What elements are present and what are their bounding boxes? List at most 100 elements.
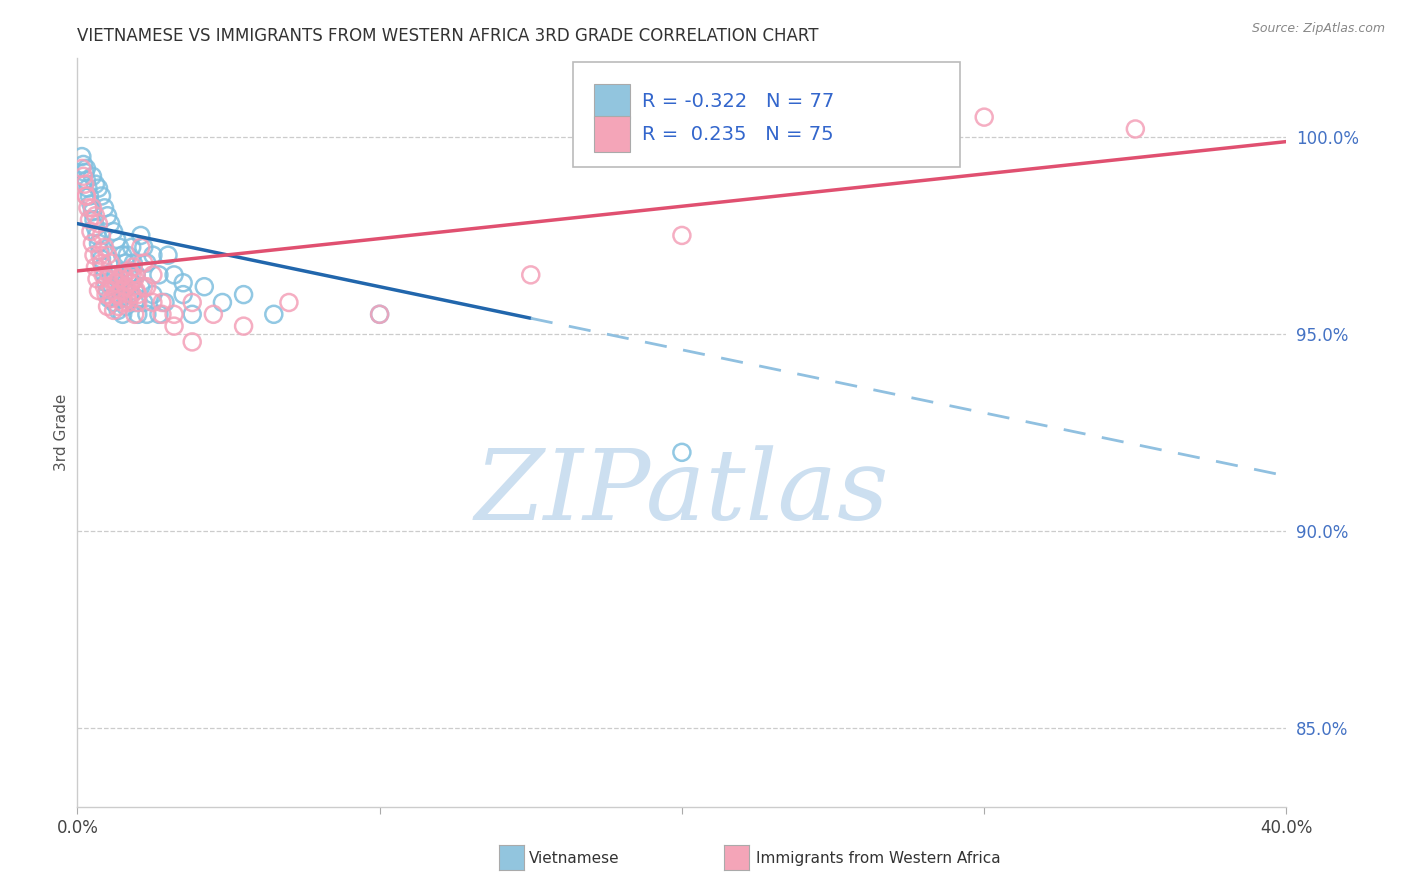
Point — [105, 287, 128, 301]
Point — [132, 256, 155, 270]
Point — [111, 307, 134, 321]
Point — [202, 307, 225, 321]
Point — [142, 248, 165, 262]
Point — [112, 284, 135, 298]
Point — [232, 287, 254, 301]
Point — [79, 189, 101, 203]
Point — [96, 209, 118, 223]
Point — [75, 189, 97, 203]
Text: Source: ZipAtlas.com: Source: ZipAtlas.com — [1251, 22, 1385, 36]
Point — [83, 212, 105, 227]
Point — [93, 240, 115, 254]
Point — [118, 295, 141, 310]
Point — [121, 276, 143, 290]
FancyBboxPatch shape — [574, 62, 960, 167]
Text: VIETNAMESE VS IMMIGRANTS FROM WESTERN AFRICA 3RD GRADE CORRELATION CHART: VIETNAMESE VS IMMIGRANTS FROM WESTERN AF… — [77, 28, 818, 45]
Point — [163, 319, 186, 334]
Point — [103, 268, 125, 282]
Point — [96, 300, 118, 314]
Point — [87, 181, 110, 195]
Point — [94, 276, 117, 290]
Point — [70, 161, 93, 176]
Point — [135, 307, 157, 321]
Point — [101, 279, 124, 293]
Point — [72, 169, 94, 184]
Point — [142, 287, 165, 301]
Point — [127, 307, 149, 321]
Point — [100, 256, 122, 270]
Point — [114, 279, 136, 293]
Point — [73, 177, 96, 191]
Point — [100, 279, 122, 293]
Point — [90, 252, 112, 266]
Point — [75, 161, 97, 176]
Point — [73, 165, 96, 179]
Point — [671, 445, 693, 459]
Text: Vietnamese: Vietnamese — [529, 851, 619, 865]
FancyBboxPatch shape — [593, 117, 630, 152]
Point — [211, 295, 233, 310]
Point — [142, 295, 165, 310]
Point — [115, 248, 138, 262]
Point — [82, 204, 104, 219]
Point — [671, 228, 693, 243]
Point — [114, 256, 136, 270]
Point — [75, 189, 97, 203]
Point — [104, 276, 127, 290]
Point — [80, 197, 103, 211]
Point — [107, 300, 129, 314]
Point — [125, 284, 148, 298]
Point — [110, 292, 132, 306]
Point — [148, 307, 170, 321]
Point — [125, 268, 148, 282]
Point — [127, 295, 149, 310]
Point — [90, 256, 112, 270]
Point — [111, 248, 134, 262]
Point — [368, 307, 391, 321]
Point — [84, 220, 107, 235]
Point — [70, 150, 93, 164]
Point — [89, 248, 111, 262]
Point — [111, 268, 134, 282]
Point — [72, 157, 94, 171]
Point — [84, 177, 107, 191]
Point — [129, 240, 152, 254]
Point — [124, 295, 146, 310]
Point — [103, 303, 125, 318]
Point — [105, 232, 128, 246]
Point — [105, 287, 128, 301]
Point — [121, 268, 143, 282]
Point — [98, 292, 121, 306]
Point — [129, 279, 152, 293]
Point — [108, 272, 131, 286]
Point — [118, 268, 141, 282]
Point — [111, 295, 134, 310]
Point — [104, 268, 127, 282]
Point — [121, 240, 143, 254]
Point — [120, 287, 142, 301]
Point — [96, 248, 118, 262]
Point — [107, 303, 129, 318]
Point — [278, 295, 301, 310]
Point — [135, 256, 157, 270]
Point — [181, 334, 204, 349]
Point — [84, 209, 107, 223]
Point — [87, 284, 110, 298]
Point — [86, 228, 108, 243]
Point — [91, 260, 114, 274]
Text: R =  0.235   N = 75: R = 0.235 N = 75 — [643, 125, 834, 144]
Point — [150, 295, 173, 310]
Point — [90, 189, 112, 203]
Point — [93, 201, 115, 215]
Point — [100, 217, 122, 231]
Point — [148, 268, 170, 282]
Point — [122, 256, 145, 270]
Point — [1125, 122, 1147, 136]
Point — [75, 173, 97, 187]
FancyBboxPatch shape — [593, 84, 630, 120]
Point — [263, 307, 285, 321]
Text: Immigrants from Western Africa: Immigrants from Western Africa — [756, 851, 1001, 865]
Point — [87, 236, 110, 251]
Point — [163, 307, 186, 321]
Point — [77, 181, 100, 195]
